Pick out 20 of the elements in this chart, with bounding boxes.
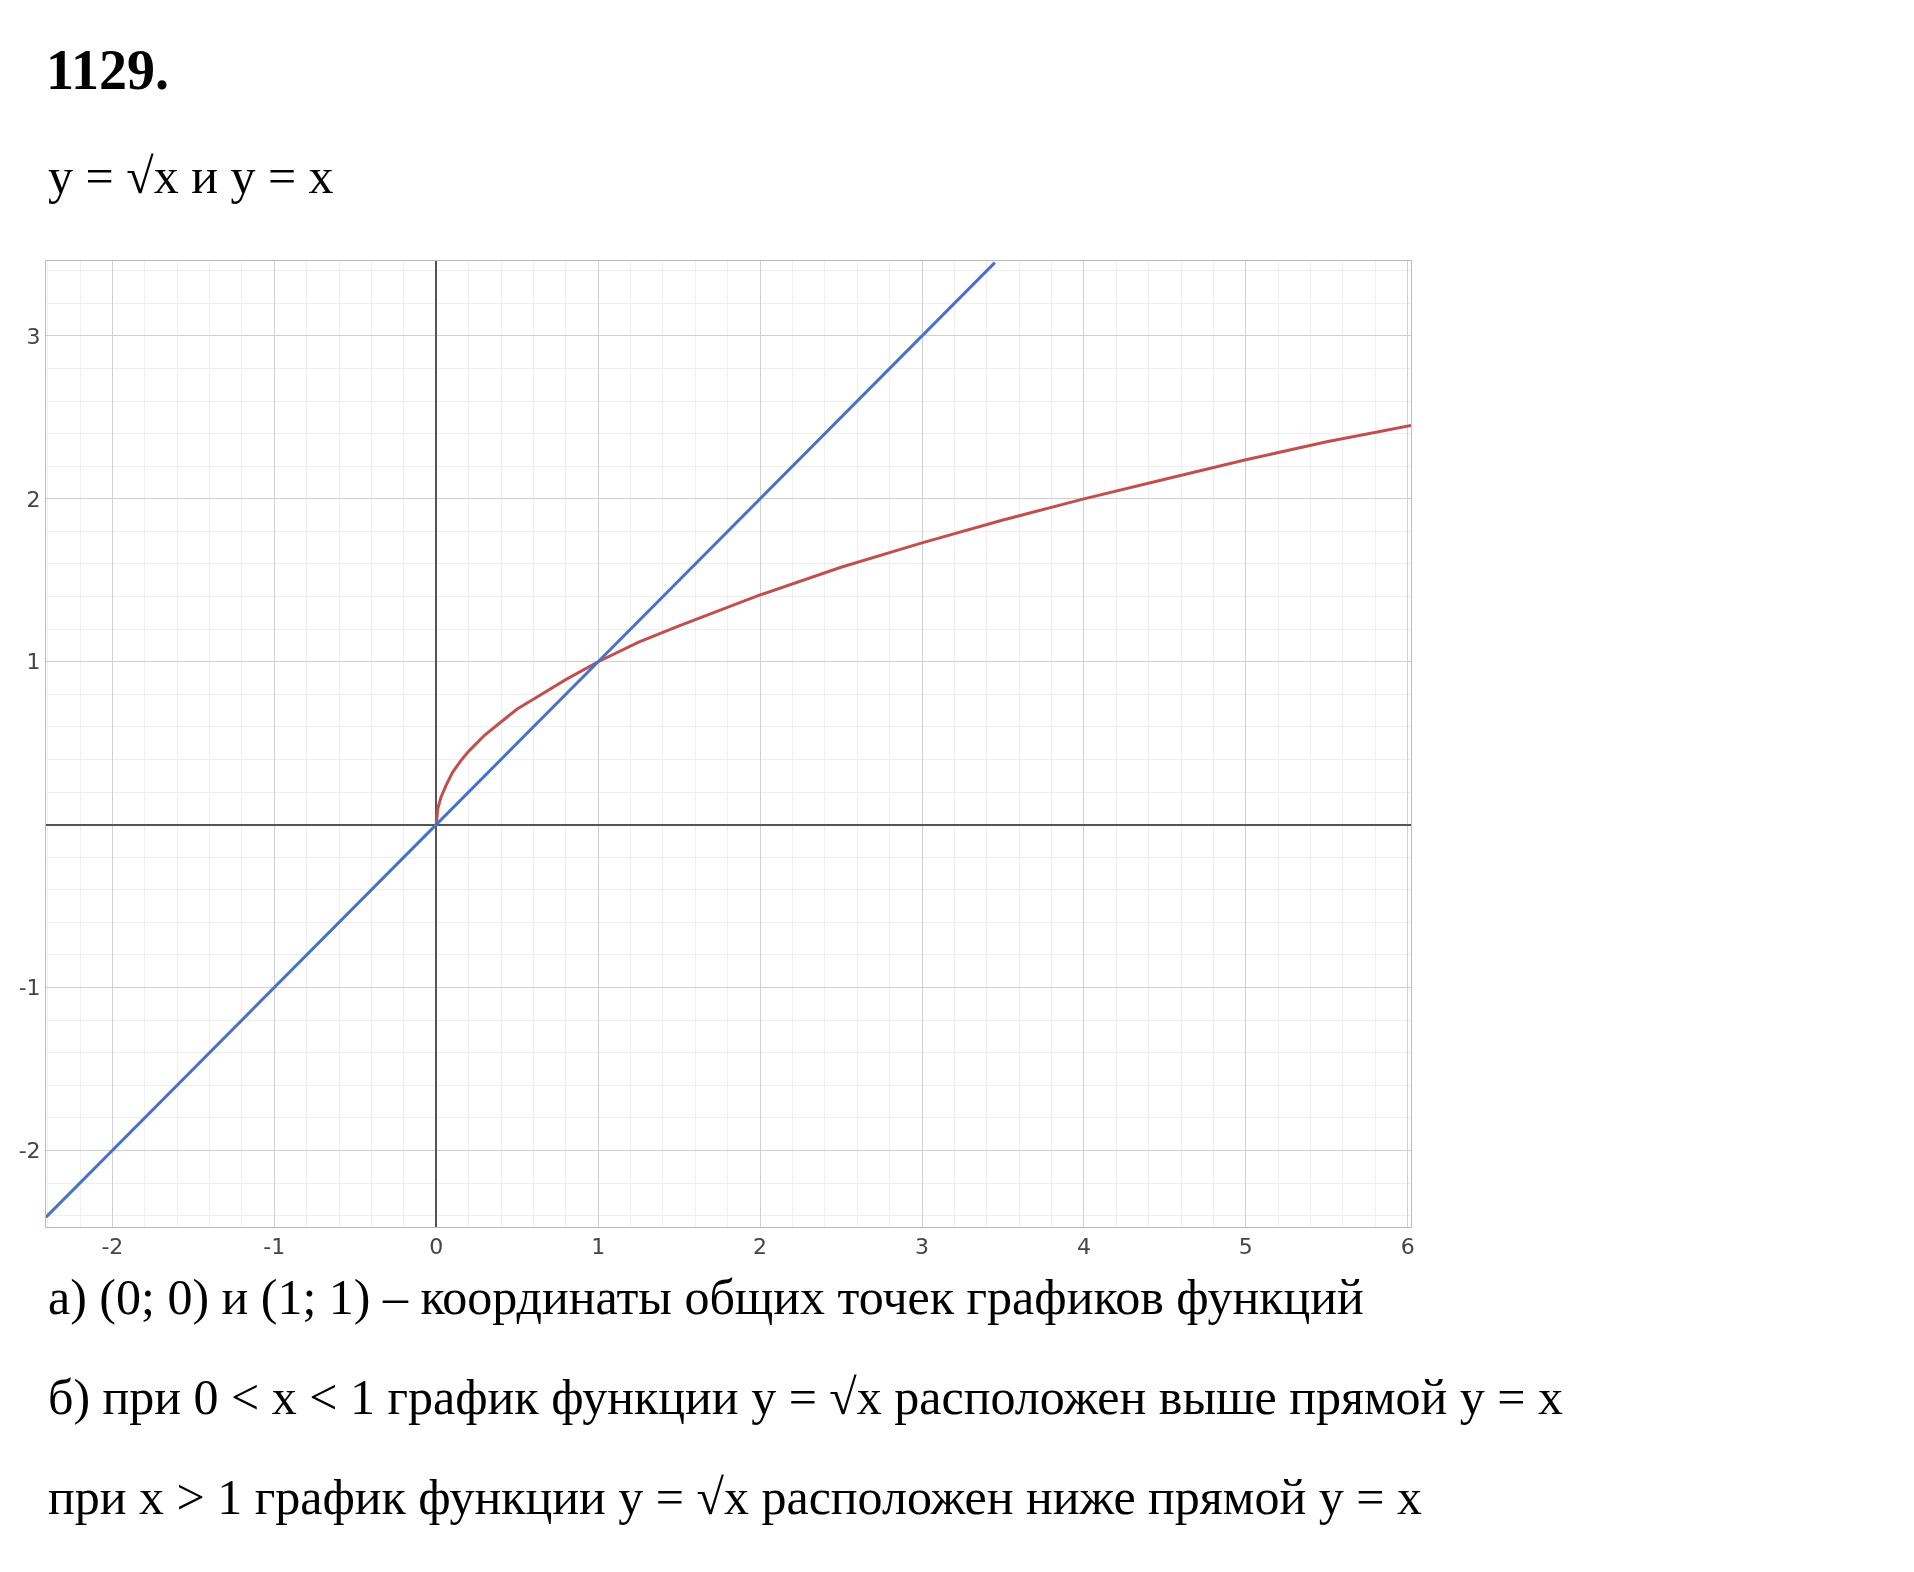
y-tick-label: 2 — [26, 486, 41, 512]
x-tick-label: 1 — [591, 1234, 606, 1260]
y-tick-label: -2 — [18, 1138, 41, 1164]
text: при x > 1 график функции y = √x расположен ниже прямой y = x — [48, 1469, 1422, 1525]
text: а) (0; 0) и (1; 1) – координаты общих точек графиков функций — [48, 1269, 1364, 1325]
x-tick-label: -2 — [101, 1234, 124, 1260]
x-tick-label: 5 — [1238, 1234, 1253, 1260]
y-tick-label: 1 — [26, 649, 41, 675]
x-tick-label: 3 — [915, 1234, 929, 1260]
x-tick-label: 4 — [1076, 1234, 1091, 1260]
x-tick-label: 0 — [429, 1234, 444, 1260]
x-tick-label: -1 — [263, 1234, 286, 1260]
x-tick-label: 6 — [1400, 1234, 1415, 1260]
chart-title: 1129. — [46, 39, 169, 102]
x-tick-label: 2 — [753, 1234, 768, 1260]
y-tick-label: -1 — [18, 975, 41, 1001]
chart-subtitle: y = √x и y = x — [48, 148, 334, 204]
line-series — [46, 261, 997, 1219]
text: б) при 0 < x < 1 график функции y = √x расположен выше прямой y = x — [48, 1369, 1564, 1425]
y-tick-label: 3 — [26, 323, 41, 349]
